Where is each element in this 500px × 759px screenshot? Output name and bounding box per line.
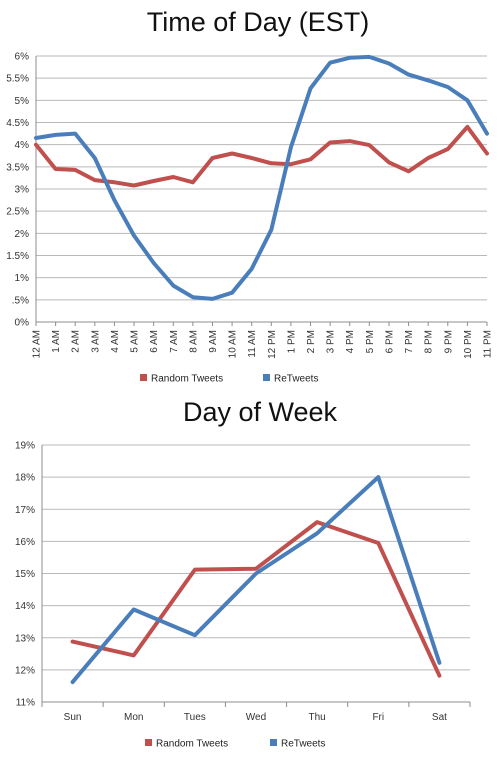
x-tick-label: Fri: [372, 712, 384, 723]
legend-swatch: [140, 374, 147, 381]
y-tick-label: 12%: [15, 665, 35, 676]
x-tick-label: 5 PM: [365, 330, 376, 353]
y-tick-label: 15%: [15, 569, 35, 580]
series-line-random-tweets: [34, 124, 489, 188]
x-tick-label: 8 PM: [424, 330, 435, 353]
y-tick-label: 4%: [15, 140, 30, 151]
y-tick-label: 3.5%: [6, 162, 29, 173]
y-tick-label: 6%: [15, 52, 30, 63]
x-tick-label: 2 AM: [71, 330, 82, 353]
x-tick-label: 10 AM: [228, 330, 239, 358]
x-tick-label: Sat: [432, 712, 447, 723]
x-tick-label: Thu: [309, 712, 326, 723]
y-tick-label: 17%: [15, 505, 35, 516]
x-tick-label: 7 AM: [169, 330, 180, 353]
x-tick-label: 11 PM: [483, 330, 494, 358]
x-tick-label: 9 PM: [443, 330, 454, 353]
legend-label: ReTweets: [281, 739, 325, 750]
x-tick-label: 1 PM: [286, 330, 297, 353]
x-tick-label: 3 PM: [326, 330, 337, 353]
y-tick-label: 18%: [15, 473, 35, 484]
x-tick-label: Sun: [64, 712, 82, 723]
y-tick-label: 11%: [16, 698, 35, 709]
x-tick-label: 2 PM: [306, 330, 317, 353]
legend-swatch: [145, 739, 152, 746]
y-tick-label: 13%: [15, 633, 35, 644]
y-tick-label: 5.5%: [6, 74, 29, 85]
y-tick-label: 5%: [15, 96, 30, 107]
y-tick-label: 16%: [15, 537, 35, 548]
legend-swatch: [263, 374, 270, 381]
y-tick-label: 0%: [15, 318, 30, 329]
x-tick-label: 10 PM: [463, 330, 474, 359]
y-tick-label: 2.5%: [6, 207, 29, 218]
x-tick-label: 8 AM: [188, 330, 199, 353]
x-tick-label: 5 AM: [130, 330, 141, 353]
x-tick-label: 1 AM: [51, 330, 62, 353]
legend-label: Random Tweets: [156, 739, 228, 750]
y-tick-label: .5%: [12, 295, 29, 306]
x-tick-label: 7 PM: [404, 330, 415, 353]
x-tick-label: 4 AM: [110, 330, 121, 353]
y-tick-label: 1.5%: [6, 251, 29, 262]
x-tick-label: 12 PM: [267, 330, 278, 359]
x-tick-label: 4 PM: [345, 330, 356, 353]
y-tick-label: 14%: [15, 601, 35, 612]
legend-label: ReTweets: [274, 374, 318, 385]
y-tick-label: 19%: [15, 441, 35, 452]
series-line-retweets: [70, 475, 442, 685]
y-tick-label: 1%: [15, 273, 30, 284]
chart-title: Day of Week: [183, 397, 338, 427]
x-tick-label: Wed: [246, 712, 266, 723]
chart-1: Time of Day (EST) 0% .5% 1% 1.5% 2% 2.5% 3% 3.5%…: [6, 7, 493, 385]
x-tick-label: 6 AM: [149, 330, 160, 353]
x-tick-label: 3 AM: [90, 330, 101, 353]
y-tick-label: 3%: [15, 185, 30, 196]
chart-title: Time of Day (EST): [147, 7, 370, 37]
series-line-retweets: [34, 54, 489, 301]
legend-label: Random Tweets: [151, 374, 223, 385]
legend-swatch: [270, 739, 277, 746]
x-tick-label: 12 AM: [32, 330, 43, 358]
y-tick-label: 4.5%: [6, 118, 29, 129]
chart-2: Day of Week 11% 12% 13% 14% 15% 16% 17% 18% 19% Su…: [15, 397, 471, 750]
x-tick-label: Mon: [124, 712, 143, 723]
x-tick-label: 9 AM: [208, 330, 219, 353]
series-line-random-tweets: [70, 520, 442, 678]
x-tick-label: 6 PM: [384, 330, 395, 353]
x-tick-label: 11 AM: [247, 330, 258, 358]
x-tick-label: Tues: [184, 712, 206, 723]
y-tick-label: 2%: [15, 229, 30, 240]
